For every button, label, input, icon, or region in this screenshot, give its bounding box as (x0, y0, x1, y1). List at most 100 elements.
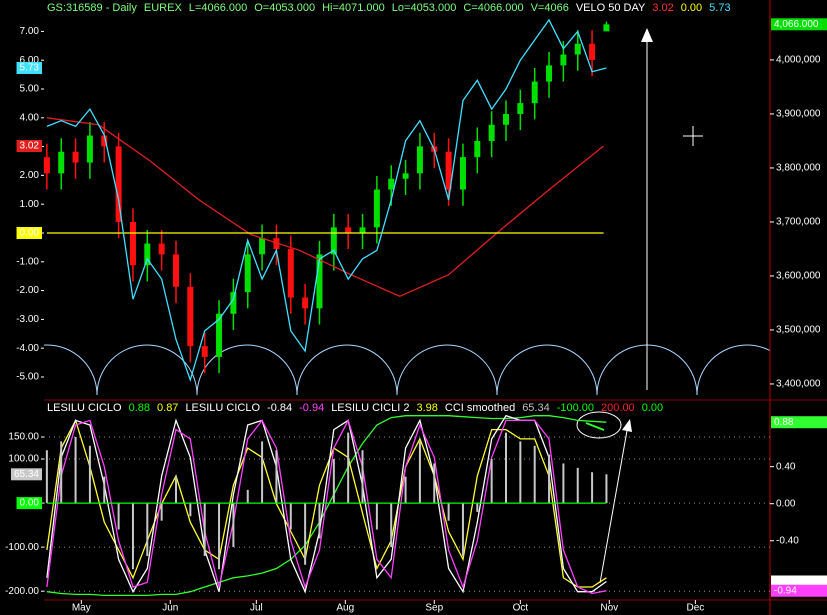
histogram-bar (261, 441, 264, 504)
candle-body (173, 254, 179, 287)
marker-label: 0.00 (20, 228, 40, 239)
marker-box (16, 140, 42, 153)
x-tick-label: Oct (513, 603, 529, 614)
candle-body (187, 286, 194, 347)
histogram-bar (476, 503, 479, 512)
candle-body (129, 221, 136, 266)
candle-body (359, 227, 366, 233)
candle-body (503, 113, 509, 125)
candle-body (216, 313, 223, 357)
header-item: 65.34 (522, 402, 550, 414)
y-tick-label: -3.00 (16, 314, 39, 325)
histogram-bar (361, 450, 364, 504)
histogram-bar (117, 503, 120, 530)
histogram-bar (175, 476, 177, 504)
y-tick-label: 150.00 (8, 432, 39, 443)
annotation-stroke (585, 422, 605, 431)
candle-body (388, 178, 395, 190)
histogram-bar (447, 503, 450, 521)
value-marker: 3.02 (16, 140, 42, 153)
header-item: 0.88 (128, 402, 151, 414)
candle-body (560, 54, 567, 66)
header-item: 0.00 (680, 2, 703, 14)
histogram-bar (490, 459, 493, 504)
header-item: LESILU CICLO (47, 402, 122, 414)
series-line (46, 117, 605, 298)
histogram-bar (131, 503, 134, 570)
x-tick-label: Nov (600, 603, 618, 614)
candle-body (574, 43, 581, 55)
y-tick-label: 100.00 (8, 454, 39, 465)
histogram-bar (289, 503, 292, 530)
annotation-ellipse (576, 411, 622, 439)
histogram-bar (533, 445, 536, 504)
candle-body (259, 238, 266, 255)
histogram-bar (347, 432, 350, 504)
histogram-bar (74, 437, 77, 504)
value-marker: 65.34 (10, 468, 42, 481)
header-item: EUREX (143, 2, 182, 14)
y-tick-label: 6.00 (20, 55, 40, 66)
series-line (46, 418, 607, 595)
header-item: 5.73 (709, 2, 731, 14)
y2-tick-label: 0.00 (776, 498, 796, 509)
header-item: L=4066.000 (188, 2, 248, 14)
histogram-bar (433, 463, 436, 504)
value-marker: 5.73 (16, 61, 42, 74)
candle-body (287, 248, 294, 298)
value-marker: 4,066.000 (771, 18, 827, 31)
histogram-bar (203, 503, 206, 556)
candle-body (445, 151, 452, 190)
y-tick-label: 7.00 (20, 26, 40, 37)
candle-body (58, 151, 65, 174)
histogram-bar (232, 503, 235, 548)
candle-body (201, 346, 208, 357)
candle-body (244, 254, 251, 293)
y2-tick-label: 3,900,000 (776, 109, 821, 120)
marker-label: 65.34 (14, 469, 39, 480)
header-item: Lo=4053.000 (391, 2, 457, 14)
candle-body (517, 103, 524, 114)
header-item: 200.00 (601, 402, 635, 414)
bottom-header: LESILU CICLO 0.88 0.87 LESILU CICLO -0.84 -0.… (47, 401, 670, 415)
histogram-bar (318, 503, 321, 539)
marker-box (771, 416, 827, 429)
y-tick-label: -200.00 (5, 586, 39, 597)
marker-label: 0.88 (774, 417, 794, 428)
arrow-head (641, 28, 653, 42)
value-marker: 0.00 (16, 226, 42, 239)
histogram-bar (218, 503, 221, 570)
header-item: Hi=4071.000 (322, 2, 385, 14)
histogram-bar (519, 441, 522, 504)
y-tick-label: -4.00 (16, 343, 39, 354)
marker-box (771, 18, 827, 31)
header-item: C=4066.000 (463, 2, 524, 14)
marker-label: 5.73 (20, 63, 40, 74)
candle-body (589, 43, 596, 60)
y2-tick-label: 0.40 (776, 461, 796, 472)
candle-body (101, 135, 108, 147)
series-line (46, 18, 607, 383)
marker-box (16, 61, 42, 74)
marker-box (16, 226, 42, 239)
histogram-bar (189, 503, 192, 517)
marker-label: -0.94 (774, 585, 797, 596)
header-item: GS:316589 - Daily (47, 2, 137, 14)
header-item: 3.98 (416, 402, 438, 414)
candle-body (230, 292, 237, 314)
y-tick-label: -1.00 (16, 256, 39, 267)
candle-body (43, 157, 50, 174)
histogram-bar (375, 503, 378, 530)
histogram-bar (304, 503, 307, 565)
arrow-head (622, 419, 632, 432)
value-marker: 0.88 (771, 416, 827, 429)
x-tick-label: May (72, 603, 91, 614)
value-marker: -0.84 (771, 575, 827, 588)
histogram-bar (591, 472, 594, 504)
histogram-bar (562, 463, 565, 504)
y-tick-label: 5.00 (20, 84, 40, 95)
histogram-bar (160, 503, 163, 521)
y2-tick-label: 4,000,000 (776, 55, 821, 66)
